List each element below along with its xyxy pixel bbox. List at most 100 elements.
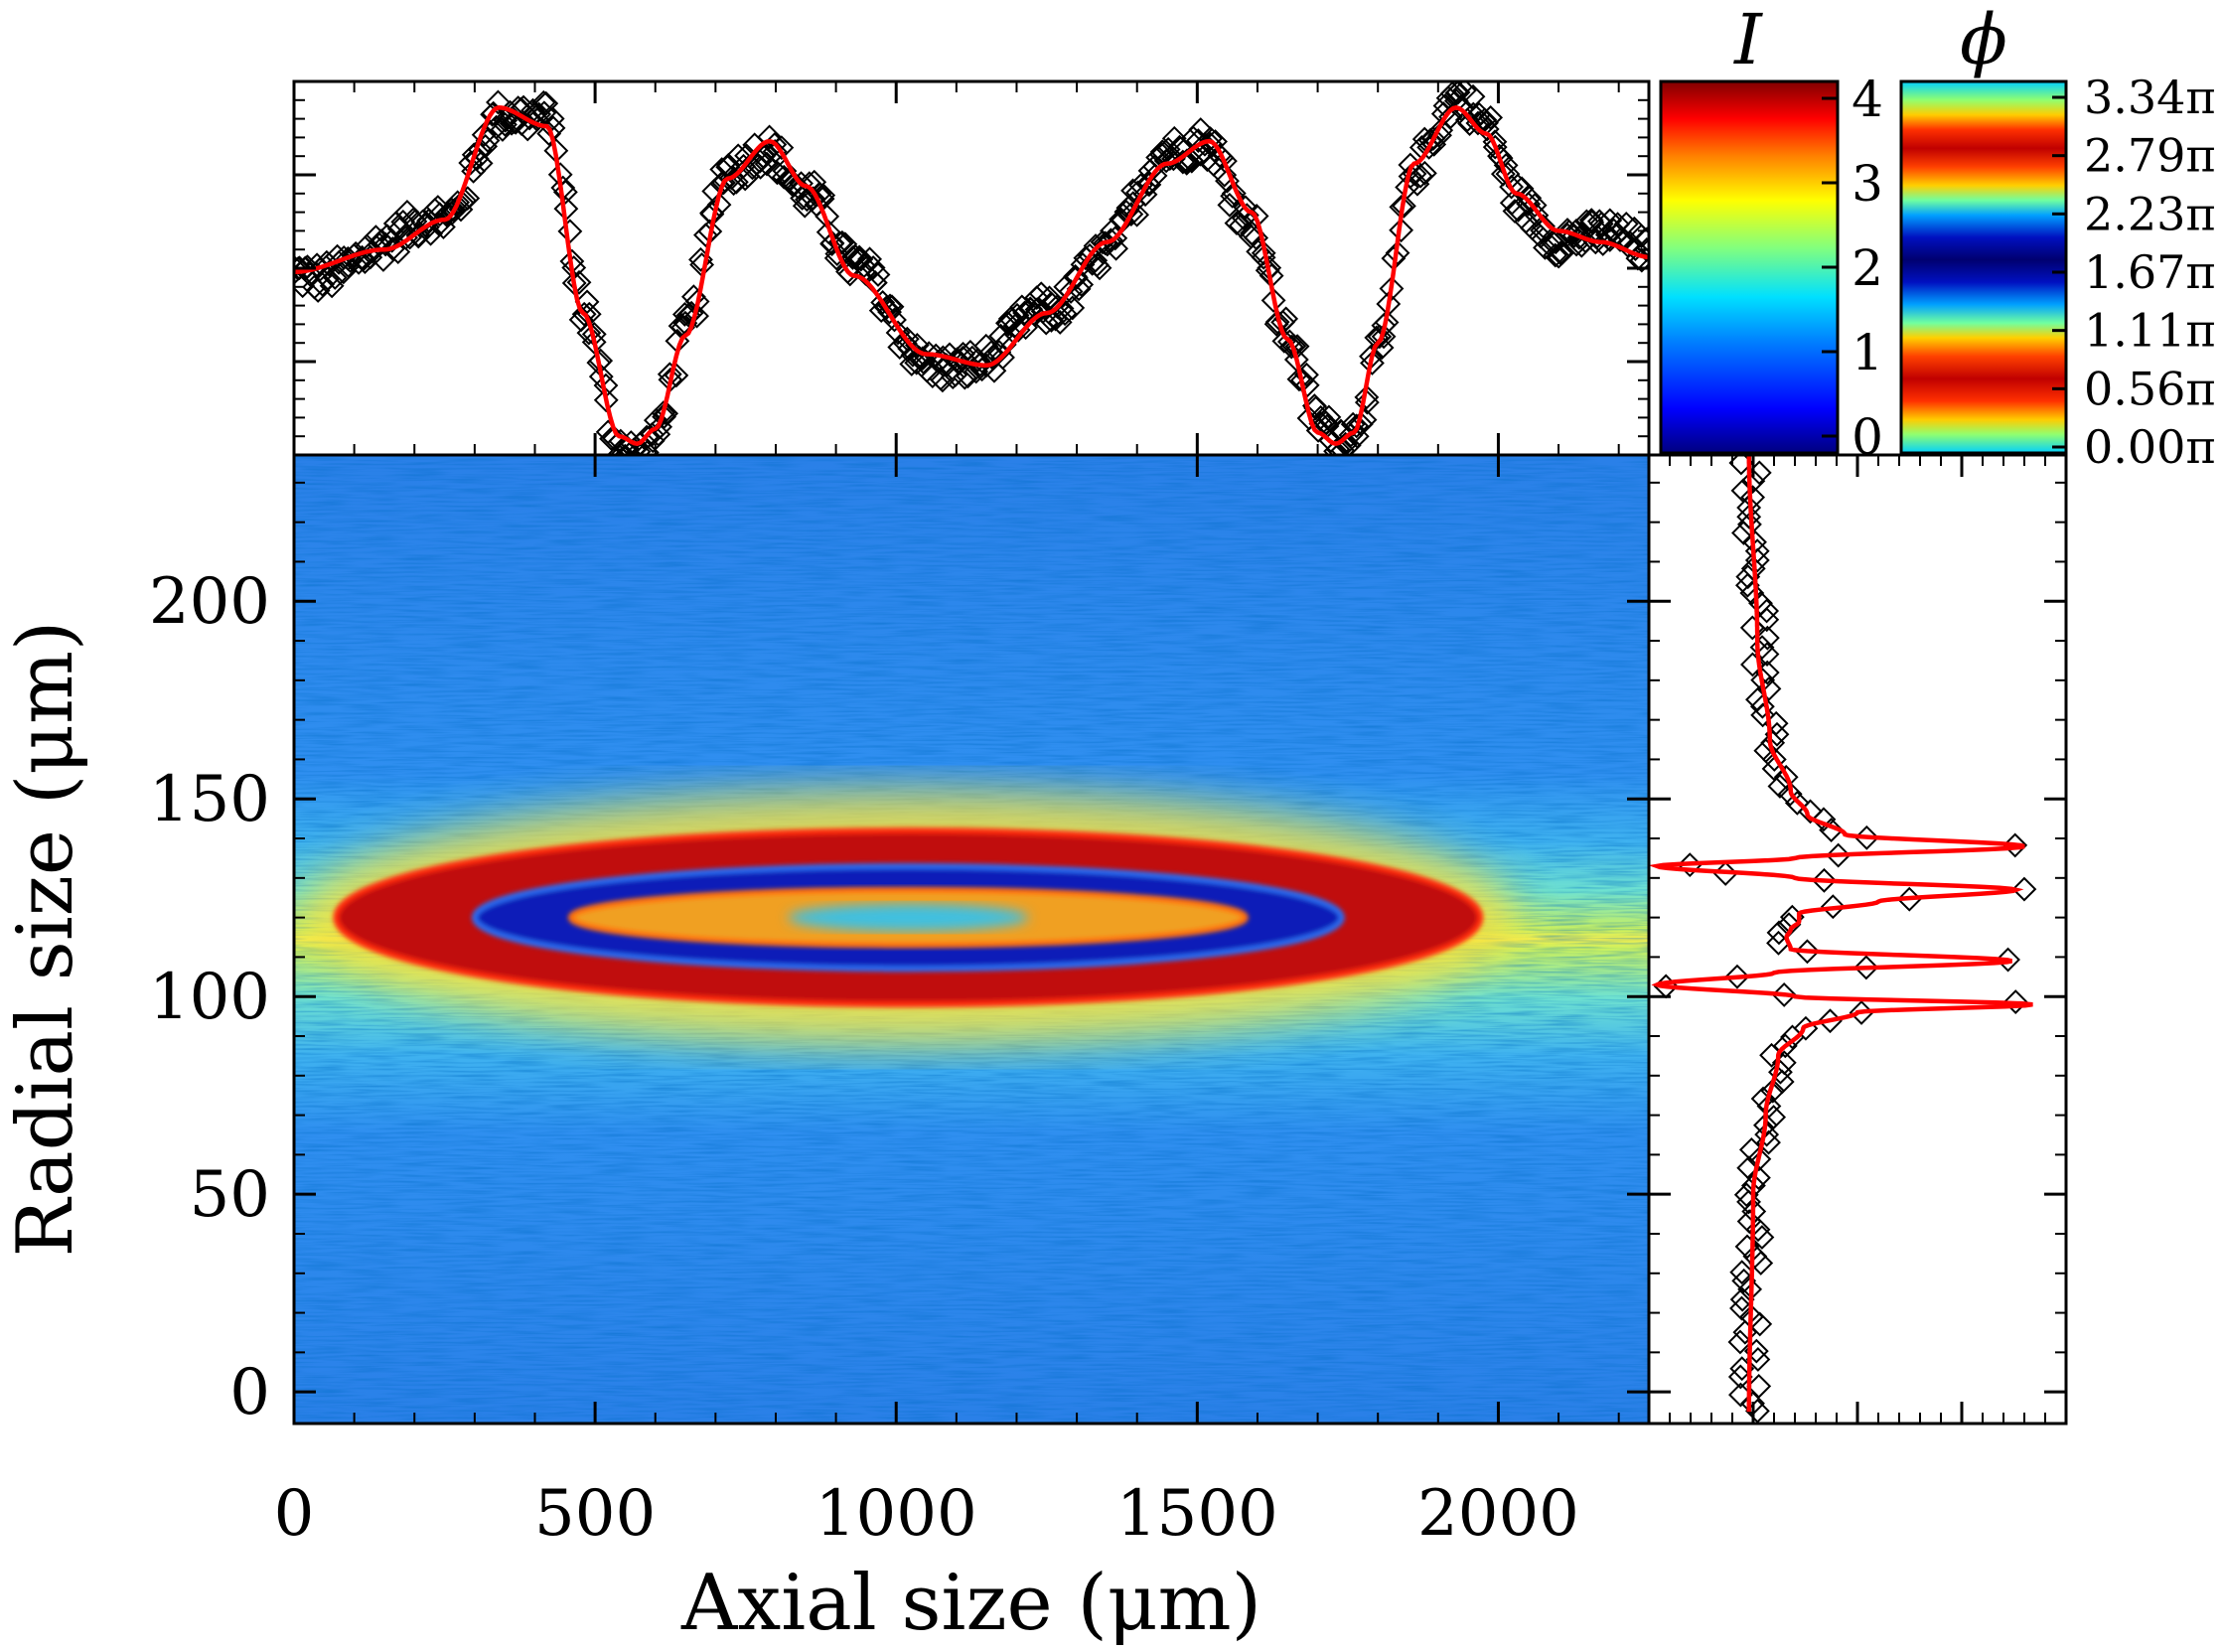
axial-profile-marker bbox=[571, 301, 597, 327]
axial-profile-marker bbox=[1392, 193, 1416, 219]
radial-profile-marker bbox=[1739, 580, 1765, 606]
axial-profile-marker bbox=[1278, 334, 1304, 360]
heatmap-ticks bbox=[292, 455, 1649, 1424]
axial-profile-marker bbox=[1136, 172, 1162, 198]
y-tick-label: 100 bbox=[149, 961, 270, 1034]
radial-profile-marker bbox=[1746, 1374, 1772, 1399]
colorbar-phase-tick-label: 2.23π bbox=[2084, 187, 2216, 240]
axial-profile-marker bbox=[986, 339, 1012, 365]
axial-profile-marker bbox=[427, 202, 453, 227]
radial-profile-marker bbox=[1724, 964, 1750, 989]
axial-profile-marker bbox=[1198, 126, 1223, 151]
axial-profile-marker bbox=[857, 246, 883, 272]
axial-profile-fit-line bbox=[294, 104, 1649, 447]
axial-profile-marker bbox=[1411, 160, 1437, 186]
radial-profile-marker bbox=[1754, 598, 1780, 624]
axial-profile-marker bbox=[1563, 231, 1589, 257]
axial-profile-marker bbox=[664, 363, 689, 388]
axial-profile-marker bbox=[1212, 162, 1238, 188]
axial-profile-marker bbox=[1352, 407, 1378, 433]
axial-profile-marker bbox=[467, 137, 493, 163]
axial-profile-marker bbox=[1194, 147, 1220, 173]
radial-profile-marker bbox=[1748, 590, 1773, 616]
axial-profile-marker bbox=[304, 252, 330, 278]
axial-profile-marker bbox=[1012, 300, 1037, 326]
radial-profile-marker bbox=[1736, 1189, 1761, 1215]
axial-profile-marker bbox=[1260, 288, 1286, 313]
colorbar-intensity-tick-label: 3 bbox=[1852, 155, 1883, 213]
radial-profile-marker bbox=[1784, 790, 1810, 816]
axial-profile-marker bbox=[1389, 218, 1414, 243]
radial-profile-marker bbox=[1795, 939, 1820, 965]
radial-profile-marker bbox=[1727, 1329, 1753, 1355]
axial-profile-marker bbox=[552, 179, 578, 205]
axial-profile-marker bbox=[1482, 134, 1508, 160]
axial-profile-marker bbox=[1155, 136, 1181, 162]
axial-profile-marker bbox=[367, 231, 392, 257]
axial-profile-marker bbox=[1629, 247, 1649, 273]
colorbar-phase-tick-label: 1.11π bbox=[2084, 304, 2216, 358]
colorbar-phase-title: ϕ bbox=[1960, 0, 2007, 80]
colorbar-phase bbox=[1899, 79, 2068, 455]
axial-profile-marker bbox=[331, 259, 357, 285]
axial-profile-marker bbox=[1634, 237, 1649, 262]
colorbar-phase-tick-label: 0.00π bbox=[2084, 420, 2216, 474]
axial-profile-marker bbox=[640, 422, 665, 447]
axial-profile-marker bbox=[865, 262, 891, 287]
axial-profile-marker bbox=[1548, 240, 1573, 266]
axial-profile-marker bbox=[1439, 81, 1465, 106]
radial-profile-marker bbox=[1771, 981, 1797, 1007]
axial-profile-marker bbox=[1573, 209, 1599, 234]
axial-profile-marker bbox=[471, 122, 497, 148]
axial-profile-marker bbox=[1224, 211, 1250, 236]
axial-profile-marker bbox=[997, 306, 1023, 332]
axial-profile-marker bbox=[1460, 83, 1486, 109]
axial-profile-marker bbox=[1049, 296, 1075, 321]
axial-profile-marker bbox=[1264, 309, 1290, 335]
radial-profile-marker bbox=[1729, 1260, 1755, 1285]
y-tick-label: 200 bbox=[149, 565, 270, 639]
axial-profile-marker bbox=[539, 106, 565, 131]
axial-profile-marker bbox=[1374, 310, 1400, 335]
radial-profile-marker bbox=[1756, 1094, 1782, 1119]
axial-profile-marker bbox=[1478, 104, 1504, 130]
axial-profile-marker bbox=[1161, 125, 1187, 151]
axial-profile-marker bbox=[963, 359, 989, 384]
radial-profile-marker bbox=[1738, 1137, 1764, 1162]
axial-profile-marker bbox=[930, 368, 956, 393]
axial-profile-marker bbox=[442, 198, 467, 224]
axial-profile-marker bbox=[1579, 210, 1605, 235]
radial-profile-marker bbox=[1777, 781, 1803, 807]
axial-profile-marker bbox=[319, 273, 345, 299]
radial-profile-marker bbox=[1749, 693, 1775, 719]
axial-profile-marker bbox=[1405, 171, 1430, 197]
radial-profile-marker bbox=[1746, 1165, 1771, 1191]
radial-profile-marker bbox=[1996, 947, 2020, 973]
axial-profile-marker bbox=[445, 190, 471, 216]
axial-profile-marker bbox=[322, 264, 348, 290]
axial-profile-marker bbox=[1124, 202, 1150, 227]
axial-profile-marker bbox=[1104, 235, 1129, 261]
radial-profile-marker bbox=[1749, 635, 1775, 661]
radial-profile-background bbox=[1649, 455, 2066, 1424]
colorbar-intensity-tick-label: 4 bbox=[1852, 71, 1883, 128]
axial-profile-marker bbox=[1457, 111, 1482, 136]
axial-profile-marker bbox=[1142, 163, 1168, 189]
axial-profile-marker bbox=[1153, 148, 1179, 174]
radial-profile-marker bbox=[1744, 547, 1770, 573]
axial-profile-marker bbox=[1221, 181, 1247, 207]
axial-profile-marker bbox=[1371, 324, 1397, 350]
radial-profile-marker bbox=[1819, 818, 1844, 843]
radial-profile-marker bbox=[1761, 747, 1787, 772]
axial-profile-marker bbox=[1360, 351, 1385, 375]
x-tick-label: 500 bbox=[534, 1477, 656, 1551]
axial-profile-marker bbox=[1499, 174, 1524, 200]
radial-profile-marker bbox=[1768, 1059, 1793, 1085]
radial-profile-marker bbox=[1736, 1209, 1762, 1234]
colorbar-phase-tick-label: 0.56π bbox=[2084, 362, 2216, 415]
axial-profile-marker bbox=[486, 89, 511, 115]
radial-profile-marker bbox=[1853, 955, 1879, 980]
axial-profile-marker bbox=[684, 303, 709, 329]
axial-profile-marker bbox=[1325, 436, 1351, 455]
radial-profile-marker bbox=[1740, 468, 1766, 494]
